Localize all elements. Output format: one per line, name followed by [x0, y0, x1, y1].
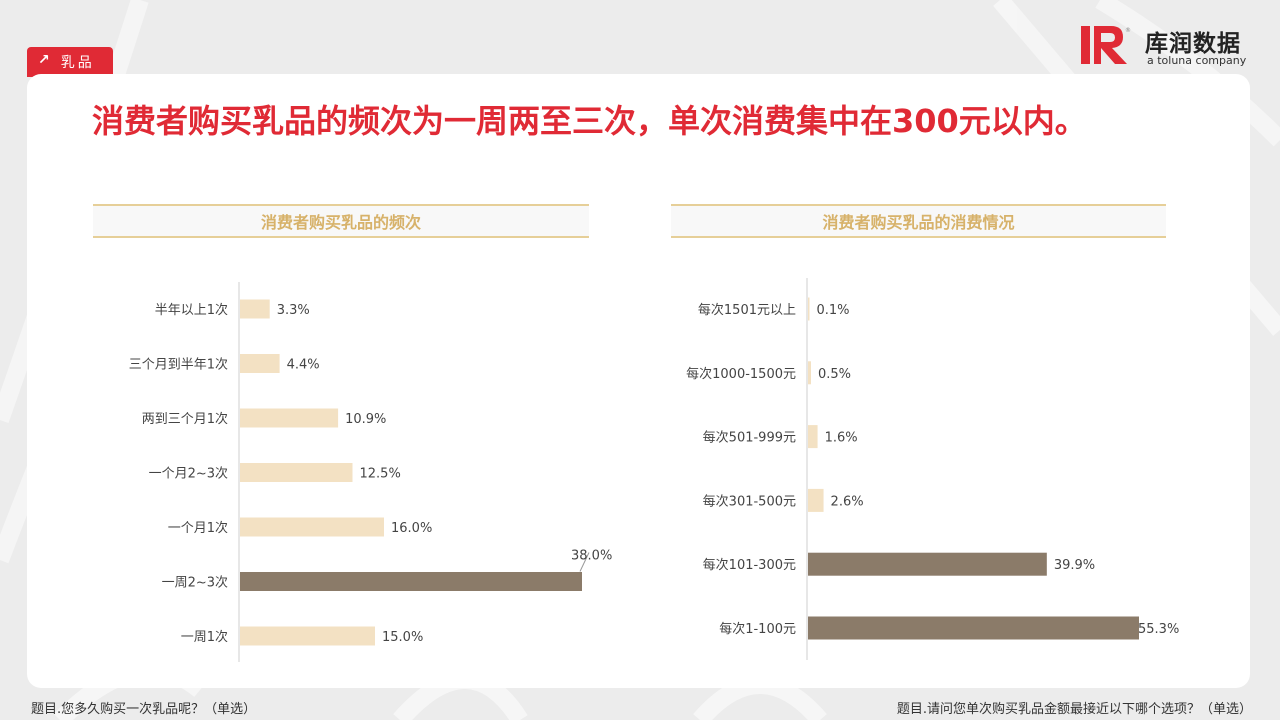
section-tag: ↗ 乳品	[27, 47, 113, 77]
spending-category-label: 每次1000-1500元	[686, 366, 796, 382]
content-card	[27, 74, 1250, 688]
brand-logo: ® 库润数据 a toluna company	[1081, 24, 1256, 70]
frequency-bar	[240, 354, 280, 373]
spending-value-label: 0.1%	[817, 303, 850, 318]
frequency-value-label: 3.3%	[277, 303, 310, 318]
frequency-callout-line	[579, 552, 590, 572]
spending-category-label: 每次501-999元	[703, 430, 796, 446]
frequency-bar	[240, 299, 270, 319]
arrow-up-right-icon: ↗	[38, 52, 53, 68]
frequency-value-label: 12.5%	[360, 467, 401, 482]
section-tag-label: 乳品	[60, 55, 95, 71]
frequency-bar	[240, 572, 582, 591]
frequency-category-label: 一个月2~3次	[149, 466, 228, 482]
left-chart-title: 消费者购买乳品的频次	[93, 204, 589, 238]
brand-logo-mark: ®	[1081, 26, 1131, 64]
frequency-value-label: 38.0%	[571, 549, 612, 564]
frequency-value-label: 10.9%	[345, 412, 386, 427]
frequency-value-label: 4.4%	[287, 358, 320, 373]
spending-category-label: 每次1-100元	[719, 621, 796, 637]
frequency-category-label: 两到三个月1次	[142, 411, 228, 427]
svg-text:®: ®	[1125, 27, 1131, 34]
frequency-bar	[240, 517, 384, 537]
frequency-bar	[240, 408, 339, 428]
spending-bar	[808, 488, 824, 512]
spending-value-label: 55.3%	[1138, 622, 1179, 637]
frequency-category-label: 半年以上1次	[155, 302, 228, 318]
brand-name: 库润数据	[1145, 31, 1241, 57]
footnote-left: 题目.您多久购买一次乳品呢？（单选）	[31, 702, 257, 717]
spending-value-label: 1.6%	[825, 431, 858, 446]
spending-bar	[808, 616, 1139, 640]
spending-value-label: 0.5%	[818, 367, 851, 382]
spending-bar	[808, 297, 810, 321]
spending-bar	[808, 361, 811, 385]
frequency-category-label: 三个月到半年1次	[129, 357, 228, 373]
spending-category-label: 每次101-300元	[703, 557, 796, 573]
spending-bar	[808, 552, 1047, 576]
footnote-right: 题目.请问您单次购买乳品金额最接近以下哪个选项？（单选）	[896, 702, 1252, 717]
page-headline: 消费者购买乳品的频次为一周两至三次，单次消费集中在300元以内。	[92, 102, 1087, 140]
spending-value-label: 2.6%	[831, 494, 864, 509]
right-chart-title: 消费者购买乳品的消费情况	[671, 204, 1166, 238]
frequency-bar	[240, 626, 375, 646]
spending-bar	[808, 425, 818, 449]
frequency-value-label: 15.0%	[382, 630, 423, 645]
brand-subtitle: a toluna company	[1147, 54, 1247, 67]
frequency-bar	[240, 463, 353, 482]
frequency-category-label: 一个月1次	[168, 520, 228, 536]
spending-value-label: 39.9%	[1054, 558, 1095, 573]
frequency-category-label: 一周2~3次	[162, 575, 228, 591]
spending-category-label: 每次1501元以上	[698, 302, 796, 318]
frequency-value-label: 16.0%	[391, 521, 432, 536]
frequency-category-label: 一周1次	[181, 629, 228, 645]
spending-category-label: 每次301-500元	[703, 493, 796, 509]
